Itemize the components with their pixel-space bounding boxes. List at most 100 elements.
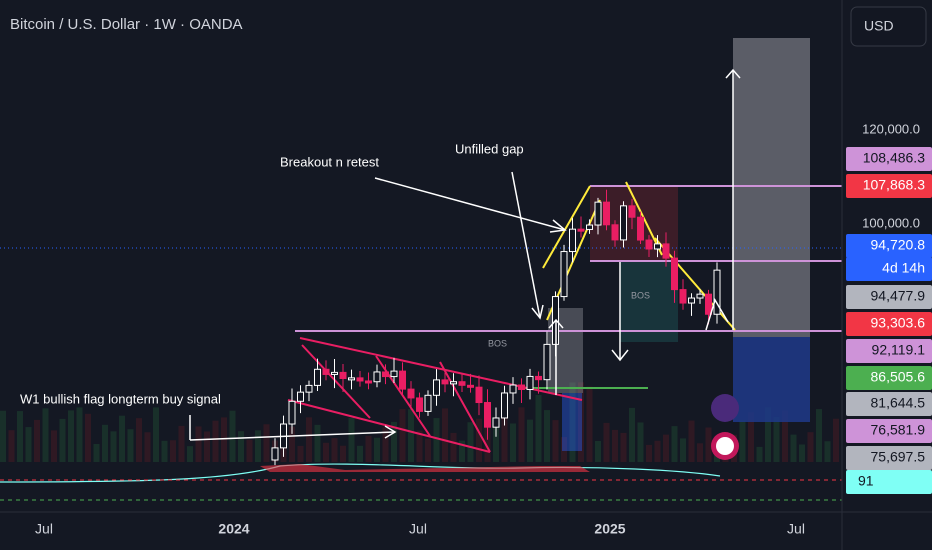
volume-bar <box>637 422 644 462</box>
volume-bar <box>544 410 550 462</box>
candle-body <box>373 371 381 383</box>
candle-body <box>603 201 610 226</box>
annotation: Breakout n retest <box>280 154 379 169</box>
volume-bar <box>348 417 355 462</box>
price-tag-label: 75,697.5 <box>871 449 926 465</box>
price-tag <box>846 446 932 470</box>
volume-bar <box>527 419 533 462</box>
candle-body <box>577 228 585 232</box>
volume-bar <box>612 429 618 462</box>
volume-bar <box>306 417 312 462</box>
volume-bar <box>595 440 601 462</box>
price-tag-label: 81,644.5 <box>871 395 926 411</box>
volume-bar <box>399 409 406 462</box>
candle-body <box>339 371 347 379</box>
volume-bar <box>552 420 559 462</box>
price-tag-label: 93,303.6 <box>871 315 926 331</box>
volume-bar <box>688 420 695 462</box>
price-tag-label: 92,119.1 <box>872 342 926 358</box>
target-box <box>733 38 810 337</box>
volume-bar <box>425 438 431 462</box>
volume-bar <box>238 431 244 462</box>
time-label: 2025 <box>594 521 625 537</box>
volume-bar <box>42 408 49 462</box>
volume-bar <box>408 409 414 462</box>
volume-bar <box>705 427 712 462</box>
candles <box>271 189 721 466</box>
stop-box <box>733 337 810 422</box>
volume-bar <box>161 440 168 462</box>
candle-body <box>705 293 712 315</box>
volume-bar <box>382 427 389 462</box>
volume-bar <box>229 410 236 462</box>
candle-body <box>484 402 491 428</box>
zone <box>562 393 582 451</box>
price-tag <box>846 285 932 309</box>
candle-body <box>611 224 619 241</box>
volume-bar <box>263 424 270 462</box>
icon[interactable] <box>716 437 734 455</box>
volume-bar <box>119 415 125 462</box>
price-tag <box>846 339 932 363</box>
volume-bar <box>620 432 627 462</box>
volume-bar <box>76 407 83 462</box>
volume-bar <box>204 431 210 462</box>
volume-bar <box>221 417 227 462</box>
volume-bar <box>739 420 746 462</box>
volume-bar <box>195 426 202 462</box>
arrows <box>189 68 741 441</box>
volume-bar <box>663 434 669 462</box>
volume-bar <box>765 407 771 462</box>
price-tag-label: 94,720.8 <box>871 237 926 253</box>
volume-bar <box>569 382 576 462</box>
candle-body <box>475 386 483 404</box>
candle-body <box>662 243 670 259</box>
time-label: Jul <box>787 521 805 537</box>
volume-bar <box>68 410 74 462</box>
volume-bar <box>34 419 40 462</box>
price-tag <box>846 470 932 494</box>
volume-bar <box>510 423 516 462</box>
candle-body <box>382 371 389 378</box>
volume-bar <box>824 441 831 462</box>
rsi <box>0 463 721 483</box>
volume-bar <box>25 427 32 462</box>
candle-body <box>688 297 695 304</box>
volume-bar <box>654 440 661 462</box>
volume-bar <box>314 424 321 462</box>
candle-body <box>365 380 372 384</box>
icon[interactable] <box>711 394 739 422</box>
volume-bar <box>773 416 780 462</box>
candle-body <box>645 239 653 250</box>
price-tag-label: 107,868.3 <box>863 177 925 193</box>
time-label: Jul <box>35 521 53 537</box>
volume-bar <box>178 425 185 462</box>
currency-button[interactable] <box>850 6 927 47</box>
candle-body <box>492 417 500 428</box>
flag <box>287 337 583 453</box>
candle-body <box>322 368 330 375</box>
annotation: Unfilled gap <box>455 141 524 156</box>
volume-bar <box>493 418 499 462</box>
candle-body <box>407 388 415 399</box>
volume-bar <box>340 445 346 462</box>
volume-bar <box>748 412 754 462</box>
candle-body <box>535 375 542 381</box>
candle-body <box>288 400 296 425</box>
currency[interactable]: USD <box>864 18 894 34</box>
price-tag-label: 91 <box>858 473 874 489</box>
candle-body <box>560 251 568 298</box>
volume-bar <box>93 443 100 462</box>
candle-body <box>424 394 432 412</box>
candle-body <box>713 269 721 315</box>
bos-label: BOS <box>488 338 507 348</box>
volume-bar <box>323 442 329 462</box>
candle-body <box>654 243 661 250</box>
volume-bar <box>433 418 440 462</box>
volume-bar <box>144 432 151 462</box>
volume-bar <box>459 440 465 462</box>
volume-bar <box>331 438 338 462</box>
volume-bar <box>476 418 482 462</box>
volume-bar <box>756 446 763 462</box>
